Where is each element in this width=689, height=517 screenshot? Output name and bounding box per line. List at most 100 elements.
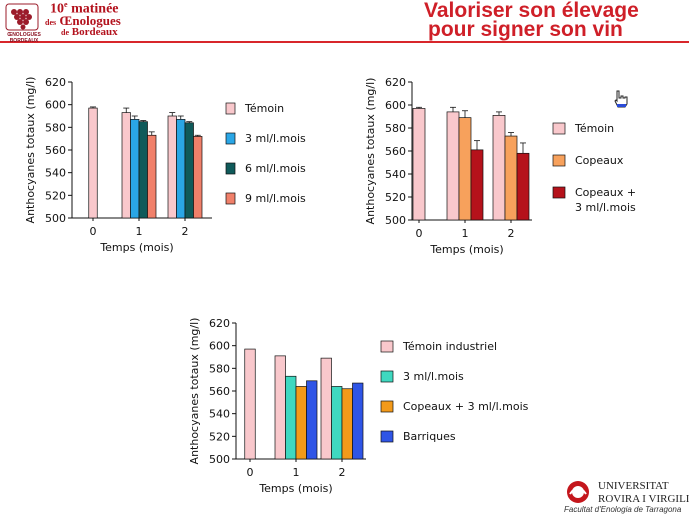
legend-label: Copeaux + 3 ml/l.mois [403,400,529,413]
bar [244,348,256,460]
legend-swatch [380,370,394,383]
legend-label: 3 ml/l.mois [245,132,306,145]
bar [176,119,186,219]
legend-swatch [225,162,236,175]
header [0,0,689,42]
bar [306,380,318,460]
x-tick-label: 2 [339,466,346,479]
university-name-line1: UNIVERSITAT [598,480,669,492]
y-tick-label: 620 [45,76,66,89]
legend-swatch [552,122,566,135]
legend-label: Barriques [403,430,456,443]
urv-logo: UNIVERSITAT ROVIRA I VIRGILI Facultat d'… [560,478,689,516]
legend-label-line: 9 ml/l.mois [245,192,306,205]
chart-copeaux: 500 520 540 560 580 600 620 Anthocyanes totaux … [364,76,636,256]
bar [130,119,140,219]
y-tick-label: 560 [385,145,406,158]
legend-label: Copeaux + 3 ml/l.mois [575,186,636,214]
y-tick-label: 520 [209,430,230,443]
y-tick-label: 520 [385,191,406,204]
x-tick-label: 0 [416,227,423,240]
x-tick-label: 1 [293,466,300,479]
x-tick-label: 2 [508,227,515,240]
matinee-word: matinée [71,1,119,17]
y-tick-label: 500 [45,212,66,225]
slide-title-line2: pour signer son vin [428,18,623,41]
y-tick-label: 600 [45,99,66,112]
legend-label: 9 ml/l.mois [245,192,306,205]
bar [274,355,286,460]
legend-label-line: 3 ml/l.mois [245,132,306,145]
matinee-oenologues: Œnologues [59,13,121,28]
legend-label-line: Copeaux + [575,186,636,199]
bar [504,135,518,221]
legend-label: Témoin [244,102,284,115]
bar [88,107,98,219]
y-axis-label: Anthocyanes totaux (mg/l) [24,77,37,224]
slide-title-line1: Valoriser son élevage [424,0,639,22]
y-tick-label: 580 [385,122,406,135]
legend-swatch [225,102,236,115]
bar [320,357,332,460]
bar [295,386,307,460]
x-tick-label: 0 [90,225,97,238]
bar [147,134,157,219]
bar [352,382,364,460]
y-tick-label: 580 [209,362,230,375]
matinee-title: 10e matinée des Œnologues de Bordeaux [45,0,155,42]
legend-label-line: 6 ml/l.mois [245,162,306,175]
y-tick-label: 540 [45,167,66,180]
y-tick-label: 540 [209,408,230,421]
bar [458,117,472,221]
bar [184,122,194,219]
legend-label-line: Barriques [403,430,456,443]
bar [121,112,131,219]
matinee-sup: e [64,0,68,9]
header-divider [0,41,689,43]
matinee-bordeaux: Bordeaux [71,26,118,38]
x-axis-label: Temps (mois) [258,482,332,495]
y-tick-label: 620 [209,317,230,330]
y-axis-label: Anthocyanes totaux (mg/l) [364,78,377,225]
legend-label-line: Copeaux + 3 ml/l.mois [403,400,529,413]
hand-cursor-icon [613,90,629,108]
legend-label: Copeaux [575,154,624,167]
x-tick-label: 0 [247,466,254,479]
matinee-de: de [61,28,69,37]
y-tick-label: 600 [385,99,406,112]
bar [516,152,530,221]
y-tick-label: 560 [209,385,230,398]
oenologues-logo: ŒNOLOGUES BORDEAUX [2,2,42,44]
legend-label: 6 ml/l.mois [245,162,306,175]
matinee-number: 10 [50,1,64,17]
bar [341,388,353,460]
y-tick-label: 500 [209,453,230,466]
bar [167,115,177,219]
chart-industriel: 500 520 540 560 580 600 620 Anthocyanes totaux … [188,317,529,495]
x-axis-label: Temps (mois) [429,243,503,256]
bar [412,108,426,221]
university-name-line2: ROVIRA I VIRGILI [598,493,689,505]
urv-emblem-icon [567,481,589,503]
x-tick-label: 1 [136,225,143,238]
bar [492,114,506,221]
x-axis-label: Temps (mois) [99,241,173,254]
x-tick-label: 2 [182,225,189,238]
legend-label: Témoin [574,122,614,135]
bar [138,121,148,219]
legend-swatch [380,400,394,413]
legend-swatch [225,132,236,145]
legend-swatch [552,154,566,167]
y-tick-label: 520 [45,189,66,202]
faculty-name: Facultat d'Enologia de Tarragona [564,505,682,514]
y-tick-label: 580 [45,121,66,134]
legend-label: 3 ml/l.mois [403,370,464,383]
legend-swatch [380,430,394,443]
y-tick-label: 560 [45,144,66,157]
legend-label-line: Témoin industriel [402,340,497,353]
bar [285,375,297,460]
legend-label-line: Témoin [574,122,614,135]
bar [446,111,460,221]
logo-caption: ŒNOLOGUES BORDEAUX [7,32,41,44]
bar [193,136,203,219]
